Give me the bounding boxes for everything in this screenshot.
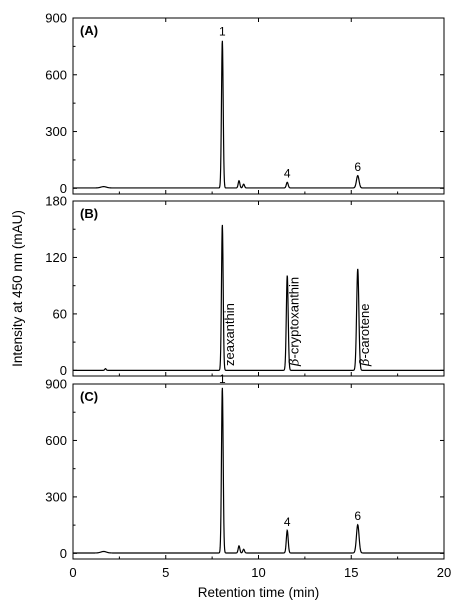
compound-name: -cryptoxanthin <box>287 277 302 359</box>
y-tick-label: 120 <box>45 250 67 265</box>
y-tick-label: 600 <box>45 67 67 82</box>
panel-1: 0 300 600 900 (A) 1 4 6 <box>45 11 445 196</box>
beta-symbol: β <box>288 358 303 367</box>
beta-symbol: β <box>358 358 373 367</box>
y-tick-label: 300 <box>45 124 67 139</box>
x-tick-label: 15 <box>344 565 358 580</box>
y-tick-label: 0 <box>60 546 67 561</box>
y-tick-label: 900 <box>45 11 67 26</box>
peak-label: 4 <box>284 167 291 181</box>
x-tick-label: 0 <box>69 565 76 580</box>
panel-label: (B) <box>80 206 98 221</box>
y-tick-label: 60 <box>53 306 67 321</box>
chromatogram-trace <box>73 224 444 371</box>
compound-label: β-cryptoxanthin <box>287 277 303 367</box>
y-tick-label: 900 <box>45 377 67 392</box>
peak-label: 1 <box>219 372 226 386</box>
peak-label: 1 <box>219 25 226 39</box>
panel-3: 0 300 600 900 (C) 1 4 6 <box>45 372 445 561</box>
compound-name: -carotene <box>357 304 372 359</box>
y-tick-label: 180 <box>45 194 67 209</box>
compound-label: zeaxanthin <box>222 303 237 366</box>
panel-frame <box>72 17 445 195</box>
y-tick-label: 0 <box>60 363 67 378</box>
panel-label: (A) <box>80 23 98 38</box>
x-axis-title: Retention time (min) <box>198 585 320 600</box>
peak-label: 6 <box>354 509 361 523</box>
x-tick-label: 10 <box>251 565 265 580</box>
x-tick-label: 5 <box>162 565 169 580</box>
compound-label: β-carotene <box>357 304 373 367</box>
y-tick-label: 600 <box>45 433 67 448</box>
x-axis: 0 5 10 15 20 <box>69 565 451 580</box>
x-tick-label: 20 <box>437 565 451 580</box>
peak-label: 6 <box>354 160 361 174</box>
panel-frame <box>72 383 445 560</box>
y-tick-label: 300 <box>45 489 67 504</box>
panel-frame <box>72 200 445 377</box>
peak-label: 4 <box>284 515 291 529</box>
y-tick-label: 0 <box>60 181 67 196</box>
chromatogram-trace <box>73 40 444 189</box>
panel-label: (C) <box>80 389 98 404</box>
chromatogram-trace <box>73 387 444 554</box>
y-axis-title: Intensity at 450 nm (mAU) <box>10 210 25 367</box>
